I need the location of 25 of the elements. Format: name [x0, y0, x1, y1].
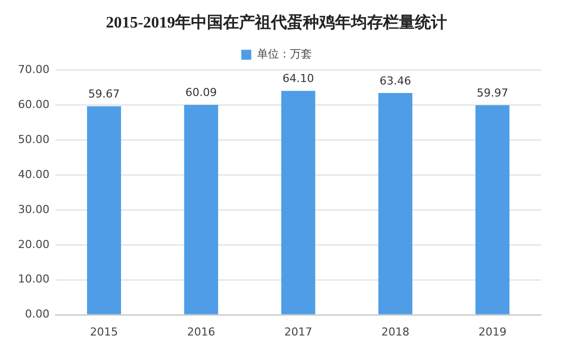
legend-label: 单位：万套 — [256, 48, 312, 61]
y-tick-label: 40.00 — [18, 168, 50, 181]
x-tick-label: 2017 — [284, 325, 312, 338]
data-label: 59.67 — [88, 88, 120, 101]
data-label: 59.97 — [476, 86, 508, 100]
x-tick-label: 2015 — [90, 325, 118, 338]
bar — [378, 93, 412, 314]
x-tick-label: 2016 — [187, 325, 216, 338]
bar — [87, 106, 122, 314]
y-tick-label: 10.00 — [18, 272, 50, 286]
y-tick-label: 30.00 — [18, 202, 50, 216]
bar — [184, 104, 218, 314]
data-label: 64.10 — [282, 72, 314, 86]
y-tick-label: 60.00 — [18, 98, 50, 111]
bar — [475, 105, 510, 314]
data-label: 60.09 — [185, 86, 217, 100]
y-tick-label: 20.00 — [18, 238, 50, 251]
y-tick-label: 70.00 — [18, 63, 50, 76]
chart-title: 2015-2019年中国在产祖代蛋种鸡年均存栏量统计 — [106, 14, 448, 32]
y-tick-label: 0.00 — [24, 308, 50, 321]
x-tick-label: 2018 — [381, 325, 410, 338]
data-label: 63.46 — [380, 74, 412, 88]
y-tick-label: 50.00 — [18, 132, 50, 146]
x-tick-label: 2019 — [478, 325, 506, 338]
bar — [281, 90, 316, 314]
